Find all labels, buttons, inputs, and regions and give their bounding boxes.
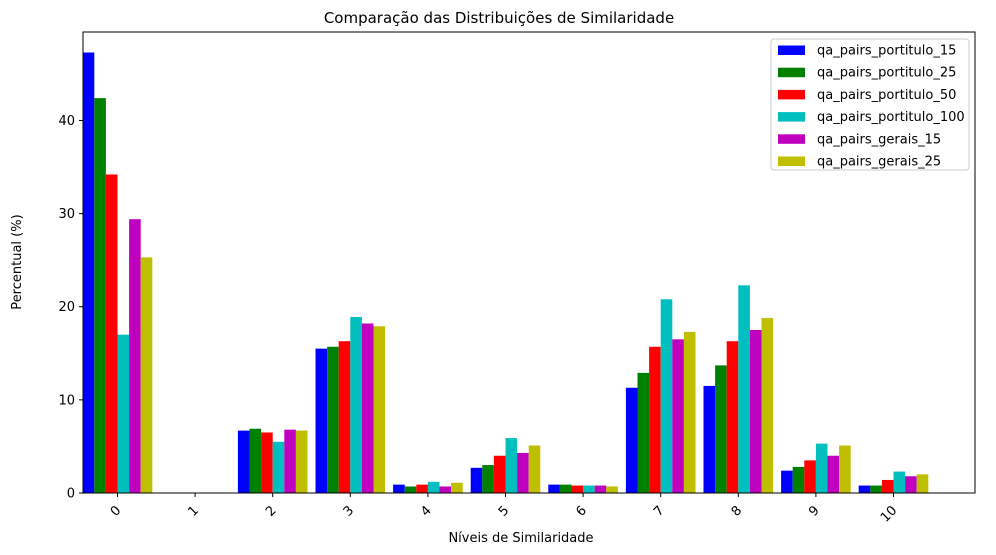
- bar-qa_pairs_portitulo_50-8: [726, 341, 739, 493]
- bar-qa_pairs_gerais_25-9: [839, 445, 851, 493]
- bar-qa_pairs_portitulo_100-8: [738, 285, 750, 493]
- bar-qa_pairs_gerais_25-0: [140, 257, 153, 493]
- bar-qa_pairs_portitulo_15-5: [470, 467, 483, 493]
- plot-frame: [82, 31, 976, 494]
- bar-qa_pairs_portitulo_15-0: [82, 52, 95, 494]
- bar-qa_pairs_gerais_25-5: [528, 445, 541, 493]
- bar-qa_pairs_gerais_15-8: [749, 330, 762, 493]
- y-tick-label: 30: [58, 207, 75, 222]
- bar-qa_pairs_portitulo_25-6: [559, 484, 572, 493]
- bar-qa_pairs_gerais_15-7: [672, 339, 684, 493]
- bar-qa_pairs_portitulo_50-2: [261, 432, 273, 493]
- legend-swatch-qa_pairs_portitulo_50: [778, 89, 805, 100]
- legend-swatch-qa_pairs_portitulo_25: [778, 67, 805, 78]
- bar-qa_pairs_portitulo_100-7: [660, 299, 673, 493]
- bar-qa_pairs_portitulo_50-4: [416, 484, 428, 493]
- x-tick-label: 7: [651, 503, 667, 519]
- y-tick-label: 40: [58, 114, 75, 129]
- bar-qa_pairs_portitulo_50-10: [881, 479, 894, 493]
- bar-qa_pairs_gerais_15-0: [129, 219, 141, 493]
- x-tick-label: 3: [341, 503, 357, 519]
- legend-frame: [770, 38, 970, 171]
- bar-qa_pairs_portitulo_25-0: [94, 98, 106, 494]
- legend-swatch-qa_pairs_gerais_25: [778, 156, 805, 166]
- bar-qa_pairs_portitulo_25-10: [870, 485, 882, 493]
- bar-qa_pairs_portitulo_25-5: [482, 465, 494, 493]
- legend-label-qa_pairs_portitulo_50: qa_pairs_portitulo_50: [817, 88, 956, 103]
- bar-qa_pairs_portitulo_100-6: [583, 485, 595, 493]
- legend-label-qa_pairs_gerais_25: qa_pairs_gerais_25: [817, 155, 941, 170]
- bar-qa_pairs_portitulo_25-3: [327, 346, 339, 493]
- bar-qa_pairs_portitulo_50-0: [105, 174, 118, 494]
- bars-group: [82, 52, 929, 494]
- x-tick-label: 1: [185, 503, 201, 519]
- x-tick-label: 4: [418, 503, 434, 519]
- bar-qa_pairs_portitulo_25-9: [792, 466, 805, 493]
- bar-qa_pairs_portitulo_50-9: [804, 460, 816, 493]
- bar-qa_pairs_gerais_15-2: [284, 429, 296, 493]
- bar-qa_pairs_portitulo_15-8: [703, 385, 716, 493]
- x-tick-label: 8: [729, 503, 745, 519]
- bar-qa_pairs_gerais_25-10: [916, 474, 929, 493]
- bar-qa_pairs_gerais_15-4: [439, 486, 452, 493]
- bar-qa_pairs_portitulo_25-7: [637, 372, 650, 493]
- y-tick-label: 10: [58, 393, 75, 408]
- bar-qa_pairs_portitulo_100-2: [272, 441, 285, 493]
- bar-qa_pairs_portitulo_15-4: [393, 484, 405, 493]
- bar-qa_pairs_portitulo_15-9: [781, 470, 793, 493]
- bar-qa_pairs_portitulo_25-4: [404, 486, 417, 493]
- bar-qa_pairs_gerais_15-10: [905, 476, 917, 493]
- bar-qa_pairs_portitulo_15-7: [625, 387, 638, 493]
- x-tick-label: 5: [496, 503, 512, 519]
- bar-qa_pairs_portitulo_25-2: [249, 428, 262, 493]
- bar-qa_pairs_gerais_25-2: [295, 430, 308, 493]
- chart-title: Comparação das Distribuições de Similari…: [324, 9, 674, 27]
- bar-qa_pairs_portitulo_100-4: [427, 481, 440, 493]
- x-tick-label: 10: [878, 503, 900, 525]
- x-tick-label: 6: [573, 503, 589, 519]
- bar-qa_pairs_gerais_25-3: [373, 326, 386, 493]
- x-tick-label: 9: [806, 503, 822, 519]
- y-tick-label: 20: [58, 300, 75, 315]
- bar-qa_pairs_gerais_25-8: [761, 317, 774, 493]
- bar-qa_pairs_gerais_25-7: [683, 331, 696, 493]
- y-tick-label: 0: [67, 487, 75, 502]
- legend-swatch-qa_pairs_portitulo_15: [778, 45, 805, 55]
- legend-label-qa_pairs_portitulo_25: qa_pairs_portitulo_25: [817, 66, 956, 81]
- bar-qa_pairs_portitulo_15-3: [315, 348, 328, 493]
- bar-qa_pairs_portitulo_25-8: [715, 365, 727, 493]
- bar-qa_pairs_gerais_25-6: [606, 486, 618, 493]
- bar-qa_pairs_portitulo_15-6: [548, 484, 560, 493]
- bar-qa_pairs_portitulo_50-5: [493, 455, 506, 493]
- legend-label-qa_pairs_portitulo_15: qa_pairs_portitulo_15: [817, 44, 956, 59]
- bar-qa_pairs_portitulo_15-2: [237, 430, 250, 493]
- legend-swatch-qa_pairs_gerais_15: [778, 134, 805, 144]
- legend-label-qa_pairs_gerais_15: qa_pairs_gerais_15: [817, 132, 941, 147]
- x-axis-label: Níveis de Similaridade: [448, 531, 593, 546]
- y-axis-label: Percentual (%): [10, 214, 25, 309]
- x-tick-label: 2: [263, 503, 279, 519]
- bar-qa_pairs_portitulo_50-7: [649, 346, 661, 493]
- bar-qa_pairs_portitulo_50-6: [571, 485, 584, 493]
- bar-qa_pairs_gerais_15-6: [594, 485, 607, 493]
- x-axis: 0 1 2 3 4 5 6 7 8 9 10: [108, 493, 900, 526]
- bar-qa_pairs_portitulo_50-3: [338, 341, 351, 493]
- bar-qa_pairs_portitulo_100-5: [505, 438, 518, 493]
- y-axis: 0 10 20 30 40: [58, 114, 83, 502]
- bar-qa_pairs_gerais_15-3: [361, 323, 374, 493]
- bar-qa_pairs_portitulo_100-9: [815, 443, 828, 493]
- legend-label-qa_pairs_portitulo_100: qa_pairs_portitulo_100: [817, 110, 965, 125]
- bar-qa_pairs_gerais_25-4: [451, 482, 463, 493]
- x-tick-label: 0: [108, 503, 124, 519]
- bar-qa_pairs_portitulo_100-0: [117, 334, 130, 493]
- legend: qa_pairs_portitulo_15 qa_pairs_portitulo_…: [770, 38, 970, 171]
- bar-qa_pairs_gerais_15-5: [517, 452, 529, 493]
- bar-qa_pairs_portitulo_100-10: [893, 471, 906, 493]
- bar-qa_pairs_gerais_15-9: [827, 455, 840, 493]
- legend-swatch-qa_pairs_portitulo_100: [778, 112, 805, 122]
- bar-qa_pairs_portitulo_15-10: [858, 485, 871, 493]
- bar-qa_pairs_portitulo_100-3: [350, 316, 362, 493]
